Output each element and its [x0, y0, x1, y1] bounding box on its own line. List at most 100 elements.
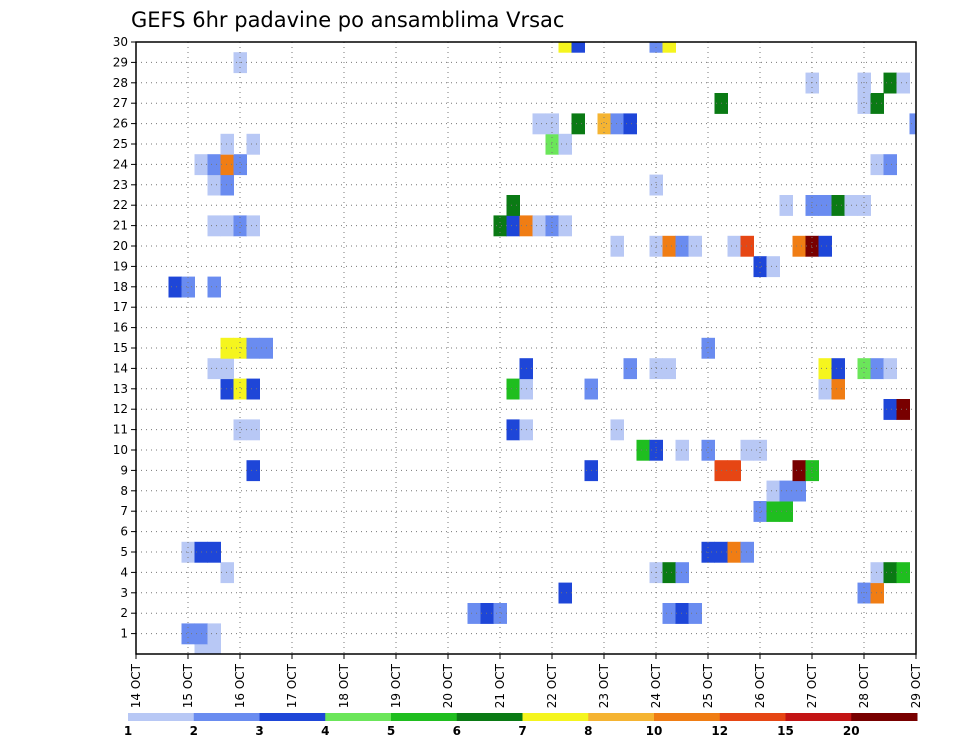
- colorbar-swatch: [522, 713, 589, 721]
- y-tick-label: 5: [120, 545, 128, 559]
- heatmap-cell: [207, 154, 221, 176]
- heatmap-cell: [883, 358, 897, 380]
- heatmap-cell: [896, 72, 910, 94]
- heatmap-cell: [623, 358, 637, 380]
- heatmap-cell: [220, 378, 234, 400]
- heatmap-cell: [740, 439, 754, 461]
- heatmap-cell: [805, 235, 819, 257]
- heatmap-cell: [896, 562, 910, 584]
- heatmap-cell: [246, 337, 260, 359]
- heatmap-cell: [571, 42, 585, 53]
- heatmap-cell: [727, 541, 741, 563]
- heatmap-cell: [818, 358, 832, 380]
- x-tick-label: 28 OCT: [857, 663, 871, 708]
- heatmap-cell: [701, 439, 715, 461]
- heatmap-cell: [597, 113, 611, 135]
- heatmap-cell: [545, 133, 559, 155]
- x-tick-label: 15 OCT: [181, 663, 195, 708]
- heatmap-cell: [857, 582, 871, 604]
- colorbar-swatch: [391, 713, 458, 721]
- heatmap-cell: [571, 113, 585, 135]
- heatmap-cell: [506, 215, 520, 237]
- heatmap-cell: [792, 235, 806, 257]
- x-tick-label: 16 OCT: [233, 663, 247, 708]
- heatmap-cell: [220, 358, 234, 380]
- heatmap-cell: [233, 419, 247, 441]
- heatmap-cell: [727, 235, 741, 257]
- heatmap-cell: [545, 215, 559, 237]
- heatmap-cell: [220, 337, 234, 359]
- y-tick-label: 26: [113, 117, 128, 131]
- heatmap-cell: [870, 358, 884, 380]
- heatmap-cell: [558, 133, 572, 155]
- heatmap-cell: [883, 562, 897, 584]
- heatmap-cell: [870, 93, 884, 114]
- x-tick-label: 20 OCT: [441, 663, 455, 708]
- y-tick-label: 22: [113, 198, 128, 212]
- heatmap-cells: [168, 42, 916, 654]
- heatmap-cell: [831, 358, 845, 380]
- heatmap-cell: [857, 93, 871, 114]
- y-tick-label: 23: [113, 178, 128, 192]
- heatmap-cell: [727, 460, 741, 482]
- x-tick-label: 21 OCT: [493, 663, 507, 708]
- heatmap-cell: [870, 154, 884, 176]
- colorbar-label: 8: [584, 724, 592, 738]
- colorbar-label: 7: [518, 724, 526, 738]
- x-tick-label: 17 OCT: [285, 663, 299, 708]
- heatmap-cell: [857, 358, 871, 380]
- heatmap-cell: [792, 480, 806, 502]
- grid-lines: [136, 42, 916, 654]
- y-tick-label: 20: [113, 239, 128, 253]
- heatmap-cell: [753, 501, 767, 522]
- y-tick-label: 25: [113, 137, 128, 151]
- heatmap-cell: [636, 439, 650, 461]
- heatmap-cell: [207, 215, 221, 237]
- y-tick-label: 10: [113, 443, 128, 457]
- y-tick-label: 2: [120, 606, 128, 620]
- heatmap-cell: [857, 195, 871, 216]
- heatmap-cell: [753, 439, 767, 461]
- heatmap-cell: [610, 235, 624, 257]
- heatmap-cell: [701, 337, 715, 359]
- colorbar-swatch: [128, 713, 195, 721]
- colorbar-swatch: [851, 713, 918, 721]
- heatmap-cell: [246, 133, 260, 155]
- axis-ticks: 1234567891011121314151617181920212223242…: [113, 35, 923, 708]
- y-tick-label: 30: [113, 35, 128, 49]
- y-tick-label: 11: [113, 423, 128, 437]
- heatmap-cell: [818, 378, 832, 400]
- colorbar-swatch: [588, 713, 655, 721]
- y-tick-label: 13: [113, 382, 128, 396]
- y-tick-label: 12: [113, 402, 128, 416]
- heatmap-cell: [883, 154, 897, 176]
- y-tick-label: 21: [113, 219, 128, 233]
- heatmap-cell: [610, 113, 624, 135]
- heatmap-cell: [558, 215, 572, 237]
- heatmap-cell: [493, 603, 507, 624]
- heatmap-cell: [831, 195, 845, 216]
- y-tick-label: 1: [120, 627, 128, 641]
- colorbar-label: 2: [190, 724, 198, 738]
- x-tick-label: 24 OCT: [649, 663, 663, 708]
- heatmap-cell: [662, 235, 676, 257]
- colorbar: 1 2 3 4 5 6 7 8 10 12 15 20: [124, 713, 918, 738]
- heatmap-cell: [818, 235, 832, 257]
- colorbar-label: 4: [321, 724, 329, 738]
- colorbar-label: 12: [711, 724, 728, 738]
- heatmap-cell: [181, 623, 195, 645]
- colorbar-swatch: [654, 713, 721, 721]
- y-tick-label: 29: [113, 55, 128, 69]
- heatmap-cell: [688, 603, 702, 624]
- heatmap-cell: [233, 378, 247, 400]
- colorbar-label: 15: [777, 724, 794, 738]
- chart-title: GEFS 6hr padavine po ansamblima Vrsac: [131, 8, 564, 32]
- heatmap-cell: [818, 195, 832, 216]
- heatmap-cell: [753, 256, 767, 278]
- x-tick-label: 19 OCT: [389, 663, 403, 708]
- colorbar-label: 3: [255, 724, 263, 738]
- heatmap-cell: [662, 562, 676, 584]
- heatmap-cell: [662, 42, 676, 53]
- colorbar-label: 20: [843, 724, 860, 738]
